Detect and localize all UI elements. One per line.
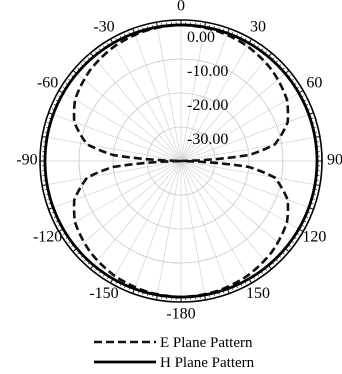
angle-tick-label: 60	[306, 75, 322, 92]
angle-tick-label: -90	[16, 152, 37, 169]
angle-tick-label: 90	[327, 152, 342, 169]
angle-tick-label: -120	[33, 229, 62, 246]
angle-tick-label: -60	[37, 75, 58, 92]
angle-tick-label: 30	[250, 18, 266, 35]
angle-tick-labels: 0 30 60 90 120 150 -180 -150 -120 -90 -60 -30	[16, 0, 342, 323]
radial-tick-labels: 0.00 -10.00 -20.00 -30.00	[187, 29, 228, 148]
legend: E Plane Pattern H Plane Pattern	[94, 335, 255, 371]
angle-tick-label: -180	[166, 306, 195, 323]
radial-tick-label: -10.00	[187, 63, 228, 80]
radial-tick-label: -30.00	[187, 131, 228, 148]
angle-tick-label: 0	[177, 0, 185, 15]
angle-tick-label: -150	[89, 285, 118, 302]
radial-tick-label: 0.00	[187, 29, 215, 46]
h-plane-pattern-curve	[43, 23, 319, 299]
grid-ring	[112, 92, 250, 230]
legend-h-plane-label: H Plane Pattern	[160, 355, 255, 371]
radial-tick-label: -20.00	[187, 97, 228, 114]
legend-e-plane-label: E Plane Pattern	[160, 335, 253, 351]
grid-ring	[78, 58, 284, 264]
pattern-series	[43, 23, 319, 299]
grid-ring	[146, 126, 216, 196]
angle-tick-label: 150	[246, 285, 270, 302]
angle-tick-label: -30	[93, 18, 114, 35]
angle-tick-label: 120	[302, 229, 326, 246]
